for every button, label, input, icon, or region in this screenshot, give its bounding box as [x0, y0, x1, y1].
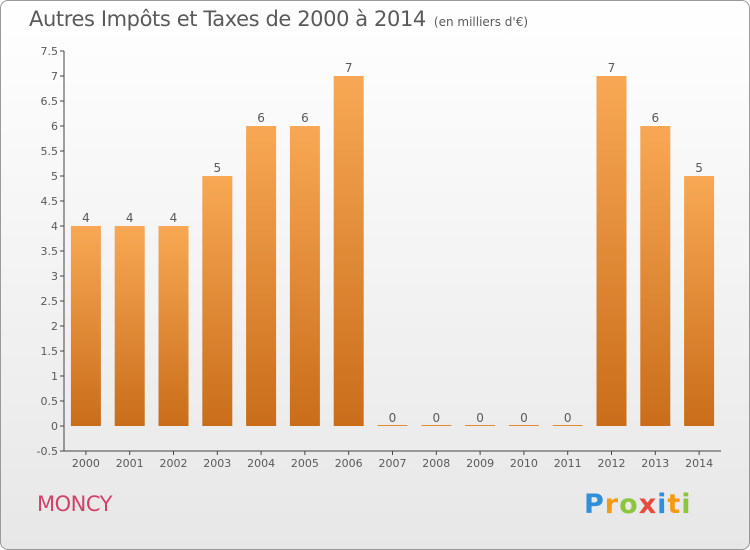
y-tick-label: 2.5 — [41, 295, 59, 308]
data-label: 6 — [257, 111, 265, 125]
y-tick-label: 2 — [51, 320, 58, 333]
y-tick-label: 3.5 — [41, 245, 59, 258]
chart-title-text: Autres Impôts et Taxes de 2000 à 2014 — [29, 7, 426, 31]
chart-subtitle: (en milliers d'€) — [433, 15, 529, 29]
x-tick-label: 2005 — [291, 457, 319, 470]
x-tick-label: 2001 — [116, 457, 144, 470]
y-tick-label: 5 — [51, 170, 58, 183]
data-label: 0 — [389, 411, 397, 425]
bar — [684, 176, 715, 426]
data-label: 4 — [82, 211, 90, 225]
x-tick-label: 2003 — [203, 457, 231, 470]
data-label: 6 — [651, 111, 659, 125]
place-name: MONCY — [37, 492, 112, 516]
y-tick-label: 7 — [51, 70, 58, 83]
bar — [596, 76, 627, 426]
x-tick-label: 2014 — [685, 457, 713, 470]
bar — [158, 226, 189, 426]
x-tick-label: 2000 — [72, 457, 100, 470]
data-label: 7 — [345, 61, 353, 75]
y-tick-label: 6 — [51, 120, 58, 133]
bar — [465, 425, 496, 426]
bar — [552, 425, 583, 426]
bar — [246, 126, 277, 426]
chart-title: Autres Impôts et Taxes de 2000 à 2014 (en… — [29, 7, 528, 31]
data-label: 0 — [432, 411, 440, 425]
bar — [202, 176, 233, 426]
x-tick-label: 2002 — [160, 457, 188, 470]
y-tick-label: 1 — [51, 370, 58, 383]
data-label: 5 — [213, 161, 221, 175]
bar — [421, 425, 452, 426]
x-tick-label: 2011 — [554, 457, 582, 470]
x-tick-label: 2013 — [641, 457, 669, 470]
x-tick-label: 2010 — [510, 457, 538, 470]
x-tick-label: 2009 — [466, 457, 494, 470]
y-tick-label: 0 — [51, 420, 58, 433]
y-tick-label: 4 — [51, 220, 58, 233]
data-label: 4 — [126, 211, 134, 225]
bar — [508, 425, 539, 426]
bar — [289, 126, 320, 426]
data-label: 5 — [695, 161, 703, 175]
y-tick-label: 1.5 — [41, 345, 59, 358]
bar — [114, 226, 145, 426]
data-label: 7 — [608, 61, 616, 75]
x-tick-label: 2008 — [422, 457, 450, 470]
bar — [333, 76, 364, 426]
data-label: 0 — [520, 411, 528, 425]
proxiti-logo: Proxiti — [584, 489, 692, 520]
x-tick-label: 2004 — [247, 457, 275, 470]
y-tick-label: 7.5 — [41, 45, 59, 58]
x-tick-label: 2012 — [598, 457, 626, 470]
y-tick-label: 4.5 — [41, 195, 59, 208]
bar — [377, 425, 408, 426]
data-label: 6 — [301, 111, 309, 125]
bar — [70, 226, 101, 426]
data-label: 0 — [564, 411, 572, 425]
y-tick-label: 5.5 — [41, 145, 59, 158]
y-tick-label: -0.5 — [37, 445, 58, 458]
y-tick-label: 3 — [51, 270, 58, 283]
y-tick-label: 0.5 — [41, 395, 59, 408]
x-tick-label: 2006 — [335, 457, 363, 470]
y-tick-label: 6.5 — [41, 95, 59, 108]
x-tick-label: 2007 — [379, 457, 407, 470]
data-label: 4 — [170, 211, 178, 225]
bar — [640, 126, 671, 426]
data-label: 0 — [476, 411, 484, 425]
